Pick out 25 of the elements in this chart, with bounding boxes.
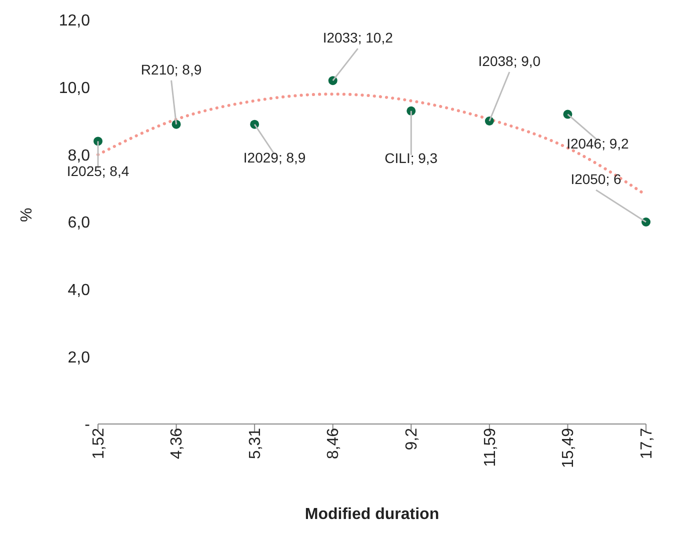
y-tick-label: 8,0 <box>68 147 90 164</box>
data-label: I2029; 8,9 <box>243 149 306 166</box>
data-label: I2038; 9,0 <box>478 53 541 69</box>
data-label: R210; 8,9 <box>140 61 202 78</box>
x-tick-label: 15,49 <box>560 428 578 468</box>
data-label: I2046; 9,2 <box>566 135 630 152</box>
y-tick-label: 12,0 <box>58 12 90 30</box>
data-label: CILI; 9,3 <box>384 150 438 166</box>
x-tick-label: 4,36 <box>168 428 186 460</box>
x-tick-label: 9,2 <box>404 428 421 450</box>
y-tick-label: 2,0 <box>68 349 90 366</box>
y-axis-title: % <box>18 208 36 222</box>
data-label: I2050; 6 <box>570 171 622 187</box>
y-tick-label: - <box>84 416 90 434</box>
x-tick-label: 11,59 <box>482 428 499 467</box>
x-tick-label: 5,31 <box>246 428 264 460</box>
y-tick-label: 4,0 <box>68 282 90 300</box>
data-label: I2025; 8,4 <box>66 163 130 180</box>
y-tick-label: 6,0 <box>68 214 90 232</box>
x-axis-title: Modified duration <box>304 506 440 523</box>
x-tick-label: 17,7 <box>638 428 656 460</box>
data-label: I2033; 10,2 <box>322 30 394 46</box>
x-tick-label: 1,52 <box>90 428 108 460</box>
x-tick-label: 8,46 <box>325 428 342 460</box>
y-tick-label: 10,0 <box>58 80 90 98</box>
